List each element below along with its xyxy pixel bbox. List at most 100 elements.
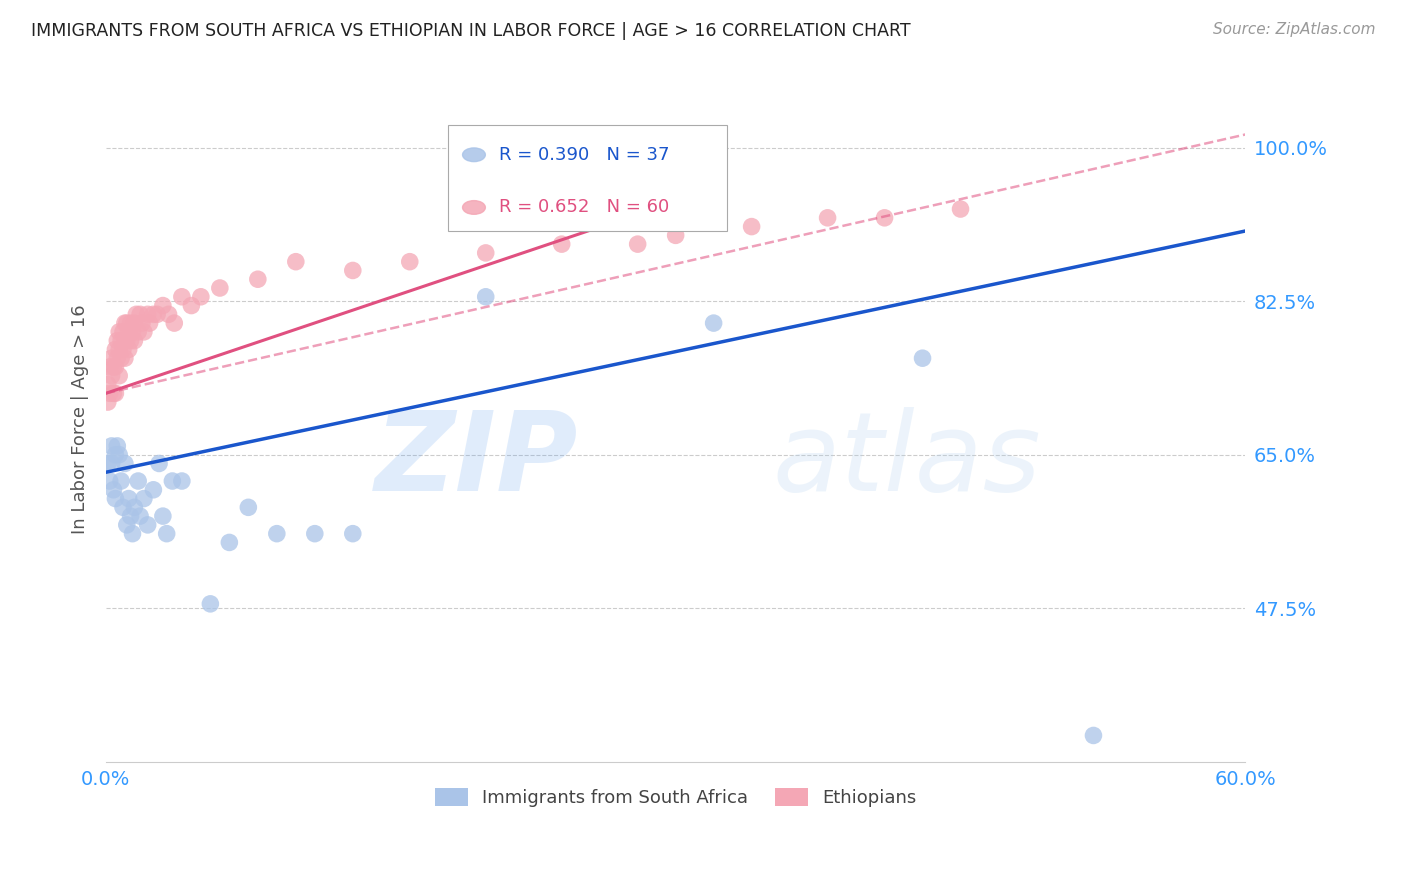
Point [114,351,136,366]
Point [132,325,155,339]
Point [98,359,121,374]
Point [98,474,121,488]
Point [127,325,149,339]
Point [817,211,839,225]
Point [110,474,132,488]
Point [97,377,120,392]
Point [121,526,143,541]
Point [741,219,763,234]
Point [108,343,131,357]
Point [100,351,122,366]
Text: R = 0.652   N = 60: R = 0.652 N = 60 [499,198,669,217]
Point [474,246,496,260]
Point [118,491,141,506]
Point [98,386,121,401]
Circle shape [463,201,485,214]
Point [105,439,128,453]
Text: R = 0.390   N = 37: R = 0.390 N = 37 [499,145,669,164]
Point [200,597,222,611]
Point [124,500,146,515]
Point [114,457,136,471]
Point [115,316,138,330]
Point [627,237,650,252]
Point [118,325,141,339]
Point [118,343,141,357]
Point [120,509,142,524]
Point [104,343,127,357]
Point [551,237,574,252]
Point [111,343,134,357]
Text: Source: ZipAtlas.com: Source: ZipAtlas.com [1212,22,1375,37]
Point [105,334,128,348]
Point [342,526,364,541]
Point [132,491,155,506]
Point [342,263,364,277]
Circle shape [463,148,485,161]
Point [665,228,688,243]
Point [703,316,725,330]
Point [104,386,127,401]
Point [104,359,127,374]
Point [246,272,269,286]
Point [146,307,169,321]
Point [110,351,132,366]
Point [142,483,165,497]
Point [162,474,184,488]
Point [108,368,131,383]
Point [100,457,122,471]
Point [100,439,122,453]
Point [125,307,148,321]
Point [152,509,174,524]
Point [108,448,131,462]
Point [115,517,138,532]
Text: atlas: atlas [772,407,1040,514]
Point [873,211,896,225]
Point [100,368,122,383]
Point [129,307,152,321]
Text: ZIP: ZIP [375,407,579,514]
Point [105,351,128,366]
Point [136,517,159,532]
Point [208,281,231,295]
Point [218,535,240,549]
Point [152,299,174,313]
Point [115,334,138,348]
Point [157,307,180,321]
Point [156,526,179,541]
Point [111,500,134,515]
Point [163,316,186,330]
Point [266,526,288,541]
Y-axis label: In Labor Force | Age > 16: In Labor Force | Age > 16 [72,305,89,534]
Point [97,457,120,471]
Point [120,316,142,330]
Point [131,316,153,330]
Point [114,316,136,330]
Point [110,334,132,348]
Point [170,474,193,488]
Point [148,457,170,471]
Point [180,299,202,313]
Point [911,351,934,366]
Point [190,290,212,304]
Point [142,307,165,321]
Point [103,483,125,497]
Point [114,334,136,348]
FancyBboxPatch shape [447,126,727,231]
Point [104,448,127,462]
Point [97,395,120,409]
Text: IMMIGRANTS FROM SOUTH AFRICA VS ETHIOPIAN IN LABOR FORCE | AGE > 16 CORRELATION : IMMIGRANTS FROM SOUTH AFRICA VS ETHIOPIA… [31,22,911,40]
Point [103,386,125,401]
Point [949,202,972,216]
Point [129,509,152,524]
Point [304,526,326,541]
Point [398,254,420,268]
Point [103,359,125,374]
Point [127,474,149,488]
Point [136,307,159,321]
Point [124,316,146,330]
Point [170,290,193,304]
Point [238,500,260,515]
Point [124,334,146,348]
Point [108,325,131,339]
Point [138,316,160,330]
